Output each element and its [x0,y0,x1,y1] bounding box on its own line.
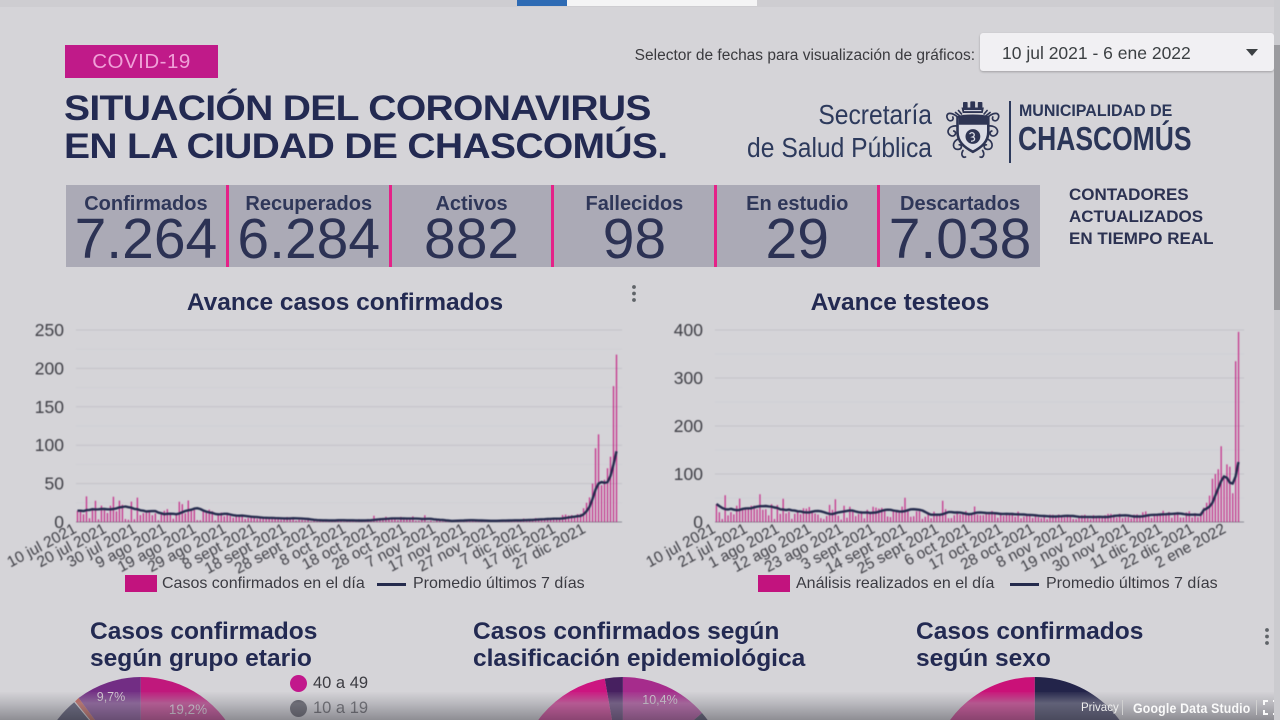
svg-text:300: 300 [674,368,703,388]
svg-text:400: 400 [674,320,703,340]
svg-text:250: 250 [35,320,64,340]
svg-text:0: 0 [54,512,64,532]
svg-text:150: 150 [35,397,64,417]
svg-text:100: 100 [674,464,703,484]
svg-text:100: 100 [35,435,64,455]
svg-text:50: 50 [45,474,65,494]
svg-text:200: 200 [674,416,703,436]
svg-text:0: 0 [693,512,703,532]
svg-text:200: 200 [35,358,64,378]
